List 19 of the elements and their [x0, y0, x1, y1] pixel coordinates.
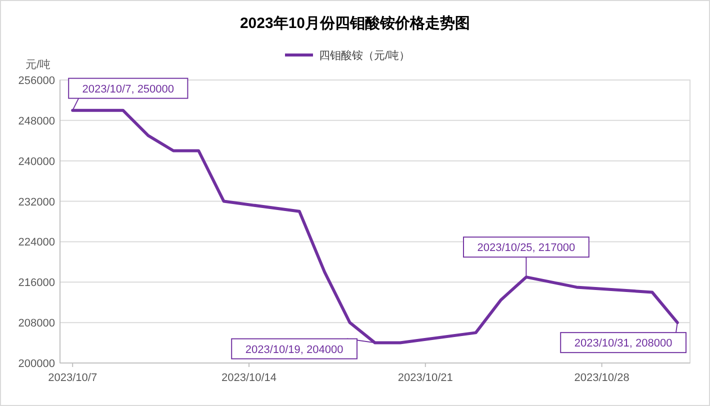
legend-label: 四钼酸铵（元/吨） [319, 49, 410, 62]
y-tick-label: 208000 [18, 318, 55, 330]
y-tick-label: 256000 [18, 75, 55, 87]
y-tick-label: 224000 [18, 236, 55, 249]
x-tick-label: 2023/10/21 [398, 372, 453, 384]
x-tick-label: 2023/10/7 [48, 372, 98, 384]
y-tick-label: 200000 [18, 358, 55, 370]
annotation: 2023/10/19, 204000 [245, 344, 344, 356]
annotation: 2023/10/7, 250000 [82, 83, 174, 96]
y-tick-label: 216000 [18, 277, 55, 290]
y-tick-label: 240000 [18, 156, 55, 168]
y-axis-title: 元/吨 [25, 58, 51, 71]
annotation: 2023/10/31, 208000 [574, 338, 672, 350]
annotation: 2023/10/25, 217000 [477, 242, 576, 254]
y-tick-label: 232000 [18, 196, 55, 208]
chart-title: 2023年10月份四钼酸铵价格走势图 [240, 15, 470, 32]
x-tick-label: 2023/10/28 [574, 372, 630, 384]
y-tick-label: 248000 [18, 115, 55, 128]
x-tick-label: 2023/10/14 [221, 372, 277, 384]
